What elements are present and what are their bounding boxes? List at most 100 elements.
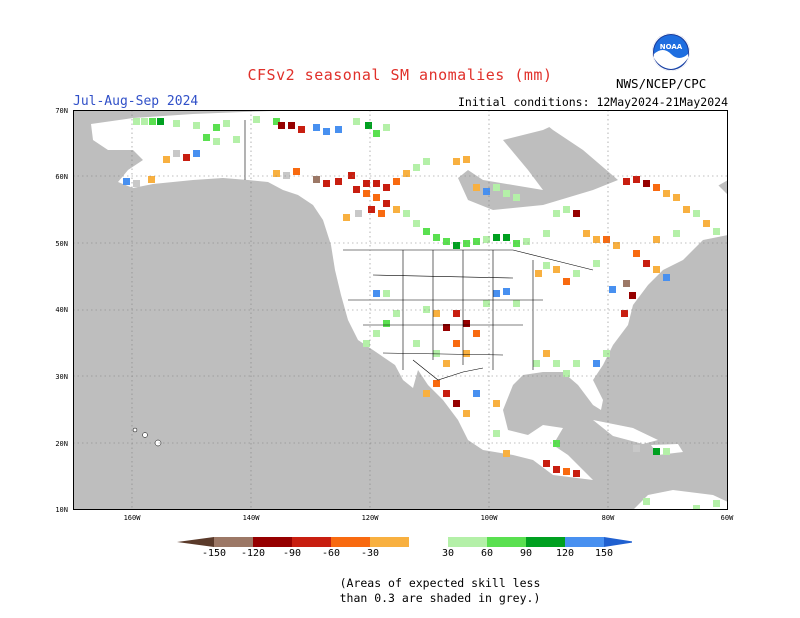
anomaly-cell <box>563 278 570 285</box>
colorbar <box>177 537 632 547</box>
anomaly-cell <box>473 184 480 191</box>
anomaly-cell <box>473 238 480 245</box>
noaa-logo-text: NOAA <box>660 43 683 51</box>
anomaly-cell <box>283 172 290 179</box>
colorbar-swatch <box>526 537 565 547</box>
lon-label-100w: 100W <box>480 514 498 522</box>
anomaly-cell <box>593 260 600 267</box>
anomaly-cell <box>713 500 720 507</box>
colorbar-tick-label: -30 <box>360 548 380 559</box>
lat-label-20n: 20N <box>55 440 68 448</box>
anomaly-cell <box>553 360 560 367</box>
anomaly-cell <box>273 118 280 125</box>
anomaly-cell <box>523 238 530 245</box>
cuba-land <box>593 420 658 444</box>
north-america-land <box>91 110 728 480</box>
colorbar-tick-label: -150 <box>201 548 227 559</box>
anomaly-cells <box>123 116 720 510</box>
anomaly-cell <box>433 310 440 317</box>
anomaly-cell <box>453 242 460 249</box>
anomaly-cell <box>653 266 660 273</box>
anomaly-cell <box>583 230 590 237</box>
anomaly-cell <box>365 122 372 129</box>
anomaly-cell <box>298 126 305 133</box>
anomaly-cell <box>463 240 470 247</box>
anomaly-cell <box>433 380 440 387</box>
anomaly-cell <box>623 280 630 287</box>
anomaly-cell <box>653 184 660 191</box>
anomaly-cell <box>663 448 670 455</box>
anomaly-cell <box>453 158 460 165</box>
anomaly-cell <box>633 250 640 257</box>
lon-label-140w: 140W <box>242 514 260 522</box>
anomaly-cell <box>413 220 420 227</box>
anomaly-cell <box>663 190 670 197</box>
anomaly-cell <box>483 300 490 307</box>
anomaly-cell <box>653 236 660 243</box>
anomaly-cell <box>533 360 540 367</box>
anomaly-cell <box>383 124 390 131</box>
skill-note-line2: than 0.3 are shaded in grey.) <box>339 591 541 605</box>
anomaly-cell <box>253 116 260 123</box>
anomaly-cell <box>363 190 370 197</box>
anomaly-cell <box>149 118 156 125</box>
lat-label-40n: 40N <box>55 306 68 314</box>
colorbar-swatch <box>253 537 292 547</box>
colorbar-tick-label: -90 <box>282 548 302 559</box>
skill-note: (Areas of expected skill less than 0.3 a… <box>330 576 550 606</box>
anomaly-cell <box>383 200 390 207</box>
anomaly-cell <box>633 445 640 452</box>
anomaly-cell <box>643 498 650 505</box>
anomaly-cell <box>423 306 430 313</box>
anomaly-cell <box>623 178 630 185</box>
skill-note-line1: (Areas of expected skill less <box>339 576 541 590</box>
anomaly-cell <box>673 230 680 237</box>
anomaly-cell <box>133 118 140 125</box>
anomaly-cell <box>563 370 570 377</box>
anomaly-cell <box>593 236 600 243</box>
colorbar-swatch <box>565 537 604 547</box>
lon-label-160w: 160W <box>123 514 141 522</box>
anomaly-cell <box>713 228 720 235</box>
anomaly-cell <box>643 260 650 267</box>
anomaly-cell <box>563 206 570 213</box>
anomaly-cell <box>543 262 550 269</box>
anomaly-cell <box>335 178 342 185</box>
anomaly-cell <box>503 288 510 295</box>
anomaly-cell <box>621 310 628 317</box>
anomaly-cell <box>378 210 385 217</box>
colorbar-tick-label: 90 <box>519 548 533 559</box>
anomaly-cell <box>233 136 240 143</box>
anomaly-cell <box>653 448 660 455</box>
anomaly-cell <box>363 340 370 347</box>
anomaly-cell <box>278 122 285 129</box>
anomaly-cell <box>603 236 610 243</box>
lat-label-70n: 70N <box>55 107 68 115</box>
anomaly-cell <box>593 360 600 367</box>
lat-label-60n: 60N <box>55 173 68 181</box>
anomaly-cell <box>443 360 450 367</box>
anomaly-cell <box>613 242 620 249</box>
anomaly-cell <box>273 170 280 177</box>
anomaly-cell <box>603 350 610 357</box>
anomaly-cell <box>413 164 420 171</box>
anomaly-cell <box>383 290 390 297</box>
colorbar-swatch <box>331 537 370 547</box>
anomaly-cell <box>355 210 362 217</box>
anomaly-cell <box>323 128 330 135</box>
lat-label-10n: 10N <box>55 506 68 514</box>
anomaly-cell <box>463 156 470 163</box>
anomaly-cell <box>443 390 450 397</box>
anomaly-cell <box>393 206 400 213</box>
anomaly-cell <box>313 124 320 131</box>
anomaly-cell <box>463 320 470 327</box>
anomaly-cell <box>173 120 180 127</box>
anomaly-cell <box>373 194 380 201</box>
anomaly-cell <box>453 400 460 407</box>
anomaly-cell <box>423 390 430 397</box>
anomaly-cell <box>473 330 480 337</box>
anomaly-cell <box>163 156 170 163</box>
anomaly-cell <box>403 210 410 217</box>
anomaly-cell <box>563 468 570 475</box>
agency-label: NWS/NCEP/CPC <box>616 76 707 91</box>
